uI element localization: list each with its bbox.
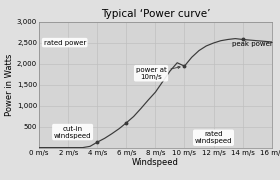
Y-axis label: Power in Watts: Power in Watts <box>5 53 14 116</box>
Text: cut-in
windspeed: cut-in windspeed <box>54 126 91 139</box>
Text: peak power: peak power <box>232 41 273 47</box>
Title: Typical ‘Power curve’: Typical ‘Power curve’ <box>101 9 210 19</box>
Text: rated power: rated power <box>44 40 86 46</box>
Text: power at
10m/s: power at 10m/s <box>136 66 180 80</box>
Text: rated
windspeed: rated windspeed <box>195 131 232 144</box>
X-axis label: Windspeed: Windspeed <box>132 158 179 167</box>
